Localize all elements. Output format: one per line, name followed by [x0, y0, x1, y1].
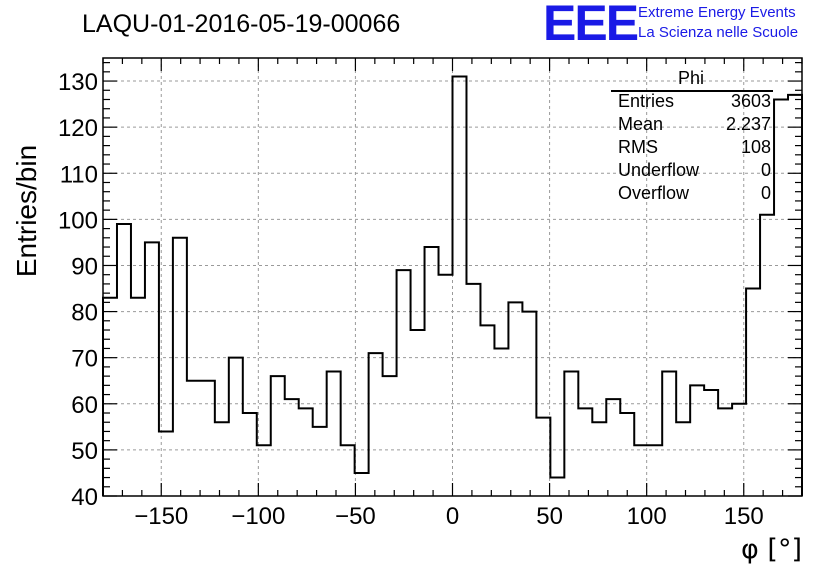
stats-value: 0: [760, 160, 771, 180]
y-tick-label: 110: [60, 161, 98, 188]
stats-row-rms: RMS 108: [611, 136, 773, 159]
stats-row-underflow: Underflow 0: [611, 159, 773, 182]
histogram-bin: [690, 385, 704, 496]
histogram-bin: [411, 330, 425, 496]
histogram-bin: [676, 422, 690, 496]
y-tick-label: 70: [71, 346, 98, 373]
histogram-bin: [648, 445, 662, 496]
histogram-bin: [439, 275, 453, 496]
stats-value: 3603: [730, 91, 771, 111]
histogram-bin: [606, 399, 620, 496]
x-tick-label: 150: [724, 503, 764, 530]
x-tick-label: 0: [446, 503, 459, 530]
stats-label: Entries: [618, 91, 675, 111]
y-tick-label: 50: [71, 438, 98, 465]
stats-box: Phi Entries 3603 Mean 2.237 RMS 108 Unde…: [611, 67, 773, 205]
histogram-bin: [564, 372, 578, 496]
x-tick-label: −50: [335, 503, 376, 530]
axis-ticks: [102, 58, 803, 497]
stats-value: 2.237: [725, 114, 771, 134]
histogram-bin: [494, 348, 508, 496]
x-tick-label: −100: [231, 503, 285, 530]
histogram-bin: [341, 445, 355, 496]
stats-row-entries: Entries 3603: [611, 90, 773, 113]
grid-lines: [103, 58, 802, 496]
histogram-bin: [243, 413, 257, 496]
histogram-bin: [285, 399, 299, 496]
histogram-bin: [620, 413, 634, 496]
histogram-bin: [466, 284, 480, 496]
tick-labels: −150 −100 −50 0 50 100 150 40 50 60 70 80 90 100 110 12…: [58, 69, 764, 530]
histogram-bin: [173, 238, 187, 496]
stats-box-title: Phi: [677, 68, 704, 88]
y-axis-label: Entries/bin: [11, 145, 42, 277]
histogram-bin: [229, 358, 243, 496]
histogram-bin: [718, 408, 732, 496]
histogram-bin: [145, 242, 159, 496]
y-tick-label: 40: [71, 484, 98, 511]
histogram-bin: [201, 381, 215, 496]
y-tick-label: 130: [58, 69, 98, 96]
y-tick-label: 100: [58, 207, 98, 234]
histogram-outline: [102, 75, 803, 496]
stats-label: Overflow: [618, 183, 690, 203]
histogram-bin: [592, 422, 606, 496]
histogram-bin: [662, 372, 676, 496]
histogram-bin: [369, 353, 383, 496]
stats-row-overflow: Overflow 0: [611, 182, 773, 205]
logo-line-2: La Scienza nelle Scuole: [638, 24, 799, 41]
x-tick-label: −150: [134, 503, 188, 530]
histogram-bin: [774, 99, 788, 496]
histogram-bin: [327, 372, 341, 496]
stats-label: RMS: [618, 137, 658, 157]
histogram-bin: [480, 325, 494, 496]
histogram-bin: [536, 418, 550, 496]
x-tick-label: 50: [536, 503, 563, 530]
histogram-bin: [187, 381, 201, 496]
histogram-bin: [117, 224, 131, 496]
stats-value: 0: [760, 183, 771, 203]
stats-label: Mean: [618, 114, 664, 134]
histogram-bin: [550, 478, 564, 496]
stats-label: Underflow: [618, 160, 700, 180]
histogram-bin: [397, 270, 411, 496]
histogram-bin: [383, 376, 397, 496]
histogram-bin: [508, 302, 522, 496]
logo-line-1: Extreme Energy Events: [638, 4, 796, 21]
histogram-bin: [453, 76, 467, 496]
eee-logo-mark: EEE: [543, 0, 639, 51]
histogram-bin: [103, 298, 117, 496]
histogram-bin: [215, 422, 229, 496]
x-tick-label: 100: [627, 503, 667, 530]
stats-value: 108: [740, 137, 771, 157]
y-tick-label: 60: [71, 392, 98, 419]
histogram-bin: [313, 427, 327, 496]
stats-row-mean: Mean 2.237: [611, 113, 773, 136]
histogram-bin: [271, 376, 285, 496]
histogram-bin: [746, 289, 760, 496]
histogram-bin: [425, 247, 439, 496]
histogram-bin: [704, 390, 718, 496]
y-tick-label: 120: [58, 115, 98, 142]
histogram-bin: [131, 298, 145, 496]
x-axis-label: φ [°]: [741, 534, 802, 565]
y-tick-label: 90: [71, 253, 98, 280]
eee-logo-text: Extreme Energy Events La Scienza nelle S…: [638, 3, 798, 43]
histogram-bin: [578, 408, 592, 496]
histogram-bin: [760, 215, 774, 496]
histogram-bin: [355, 473, 369, 496]
y-tick-label: 80: [71, 300, 98, 327]
chart-title: LAQU-01-2016-05-19-00066: [82, 10, 401, 38]
histogram-bin: [299, 408, 313, 496]
